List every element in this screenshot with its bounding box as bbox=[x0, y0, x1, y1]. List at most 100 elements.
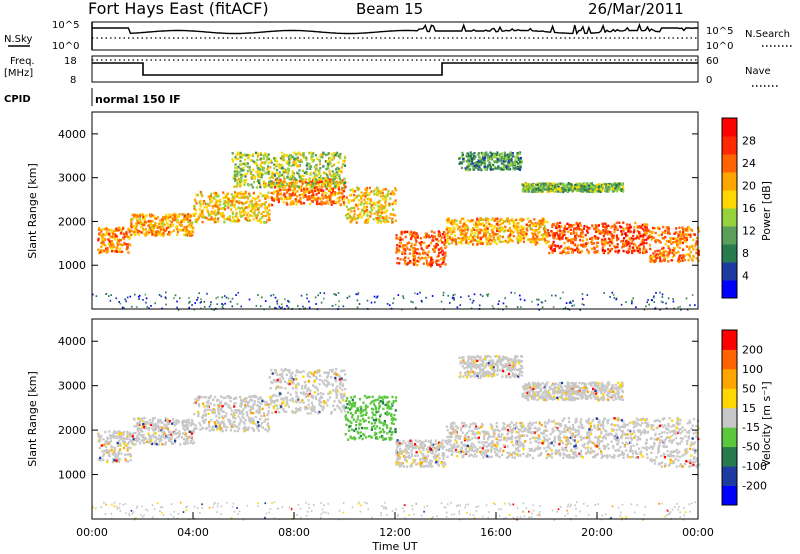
scatter-pixel bbox=[372, 218, 375, 221]
scatter-pixel bbox=[164, 443, 167, 446]
scatter-pixel bbox=[492, 163, 495, 167]
scatter-pixel bbox=[283, 171, 286, 174]
scatter-pixel bbox=[567, 226, 570, 229]
scatter-pixel bbox=[591, 242, 594, 245]
scatter-pixel bbox=[445, 228, 448, 231]
scatter-pixel bbox=[329, 173, 332, 176]
scatter-pixel bbox=[697, 230, 701, 233]
scatter-pixel bbox=[243, 158, 247, 161]
scatter-pixel bbox=[159, 436, 162, 439]
scatter-pixel bbox=[518, 237, 521, 241]
scatter-pixel bbox=[207, 195, 210, 198]
scatter-pixel bbox=[98, 446, 101, 450]
scatter-pixel bbox=[340, 166, 343, 169]
scatter-pixel bbox=[194, 212, 197, 215]
scatter-pixel bbox=[581, 243, 584, 246]
scatter-pixel bbox=[198, 292, 200, 295]
scatter-pixel bbox=[387, 189, 390, 193]
scatter-pixel bbox=[660, 251, 663, 255]
scatter-pixel bbox=[585, 238, 589, 241]
colorbar-tick-label: 28 bbox=[742, 135, 756, 148]
scatter-pixel bbox=[322, 184, 325, 187]
scatter-pixel bbox=[681, 237, 684, 240]
scatter-pixel bbox=[617, 251, 620, 254]
scatter-pixel bbox=[379, 221, 383, 224]
scatter-pixel bbox=[300, 178, 303, 181]
scatter-pixel bbox=[622, 245, 625, 248]
scatter-pixel bbox=[455, 242, 458, 246]
scatter-pixel bbox=[612, 183, 616, 187]
scatter-pixel bbox=[523, 187, 526, 190]
scatter-pixel bbox=[118, 226, 121, 229]
scatter-pixel bbox=[443, 236, 446, 239]
scatter-pixel bbox=[347, 199, 350, 202]
scatter-pixel bbox=[572, 300, 574, 302]
scatter-pixel bbox=[533, 190, 536, 193]
scatter-pixel bbox=[376, 295, 379, 298]
scatter-pixel bbox=[336, 197, 339, 200]
scatter-pixel bbox=[475, 223, 478, 226]
scatter-pixel bbox=[478, 304, 481, 307]
scatter-pixel bbox=[608, 184, 611, 187]
scatter-pixel bbox=[174, 294, 177, 297]
scatter-pixel bbox=[490, 153, 493, 156]
scatter-pixel bbox=[478, 162, 481, 166]
scatter-pixel bbox=[147, 438, 151, 442]
scatter-pixel bbox=[516, 156, 519, 159]
scatter-pixel bbox=[534, 223, 537, 226]
scatter-pixel bbox=[521, 189, 524, 192]
scatter-pixel bbox=[149, 423, 152, 426]
scatter-pixel bbox=[446, 234, 449, 237]
scatter-pixel bbox=[112, 460, 115, 464]
scatter-pixel bbox=[473, 164, 476, 168]
velocity-heatmap bbox=[92, 354, 701, 521]
scatter-pixel bbox=[128, 230, 131, 234]
scatter-pixel bbox=[386, 303, 389, 305]
scatter-pixel bbox=[129, 454, 132, 457]
scatter-pixel bbox=[199, 190, 202, 194]
scatter-pixel bbox=[242, 169, 245, 172]
scatter-pixel bbox=[389, 197, 392, 200]
scatter-pixel bbox=[616, 243, 619, 246]
scatter-pixel bbox=[277, 175, 280, 178]
scatter-pixel bbox=[221, 296, 223, 299]
scatter-pixel bbox=[478, 239, 481, 242]
scatter-pixel bbox=[537, 303, 539, 306]
scatter-pixel bbox=[459, 221, 462, 224]
scatter-pixel bbox=[681, 226, 684, 229]
scatter-pixel bbox=[480, 168, 483, 172]
scatter-pixel bbox=[599, 187, 602, 191]
scatter-pixel bbox=[347, 201, 350, 204]
scatter-pixel bbox=[168, 233, 171, 236]
scatter-pixel bbox=[226, 192, 229, 195]
scatter-pixel bbox=[114, 250, 117, 253]
scatter-pixel bbox=[192, 429, 195, 433]
scatter-pixel bbox=[603, 249, 607, 253]
scatter-pixel bbox=[493, 232, 496, 236]
scatter-pixel bbox=[447, 294, 449, 297]
scatter-pixel bbox=[216, 218, 219, 221]
scatter-pixel bbox=[136, 434, 139, 438]
scatter-pixel bbox=[479, 293, 482, 296]
scatter-pixel bbox=[287, 155, 290, 158]
scatter-pixel bbox=[370, 206, 373, 209]
scatter-pixel bbox=[377, 191, 380, 195]
scatter-pixel bbox=[142, 434, 145, 437]
scatter-pixel bbox=[322, 152, 325, 156]
scatter-pixel bbox=[435, 245, 438, 249]
scatter-pixel bbox=[465, 160, 468, 163]
scatter-pixel bbox=[332, 182, 336, 185]
scatter-pixel bbox=[243, 179, 246, 182]
scatter-pixel bbox=[480, 228, 483, 232]
scatter-pixel bbox=[560, 245, 563, 248]
scatter-pixel bbox=[199, 214, 202, 217]
scatter-pixel bbox=[267, 153, 270, 156]
scatter-pixel bbox=[601, 248, 604, 252]
scatter-pixel bbox=[330, 153, 333, 156]
scatter-pixel bbox=[483, 231, 486, 235]
scatter-pixel bbox=[274, 190, 277, 193]
scatter-pixel bbox=[233, 218, 236, 222]
scatter-pixel bbox=[392, 201, 395, 204]
scatter-pixel bbox=[99, 250, 102, 254]
scatter-pixel bbox=[506, 217, 509, 221]
